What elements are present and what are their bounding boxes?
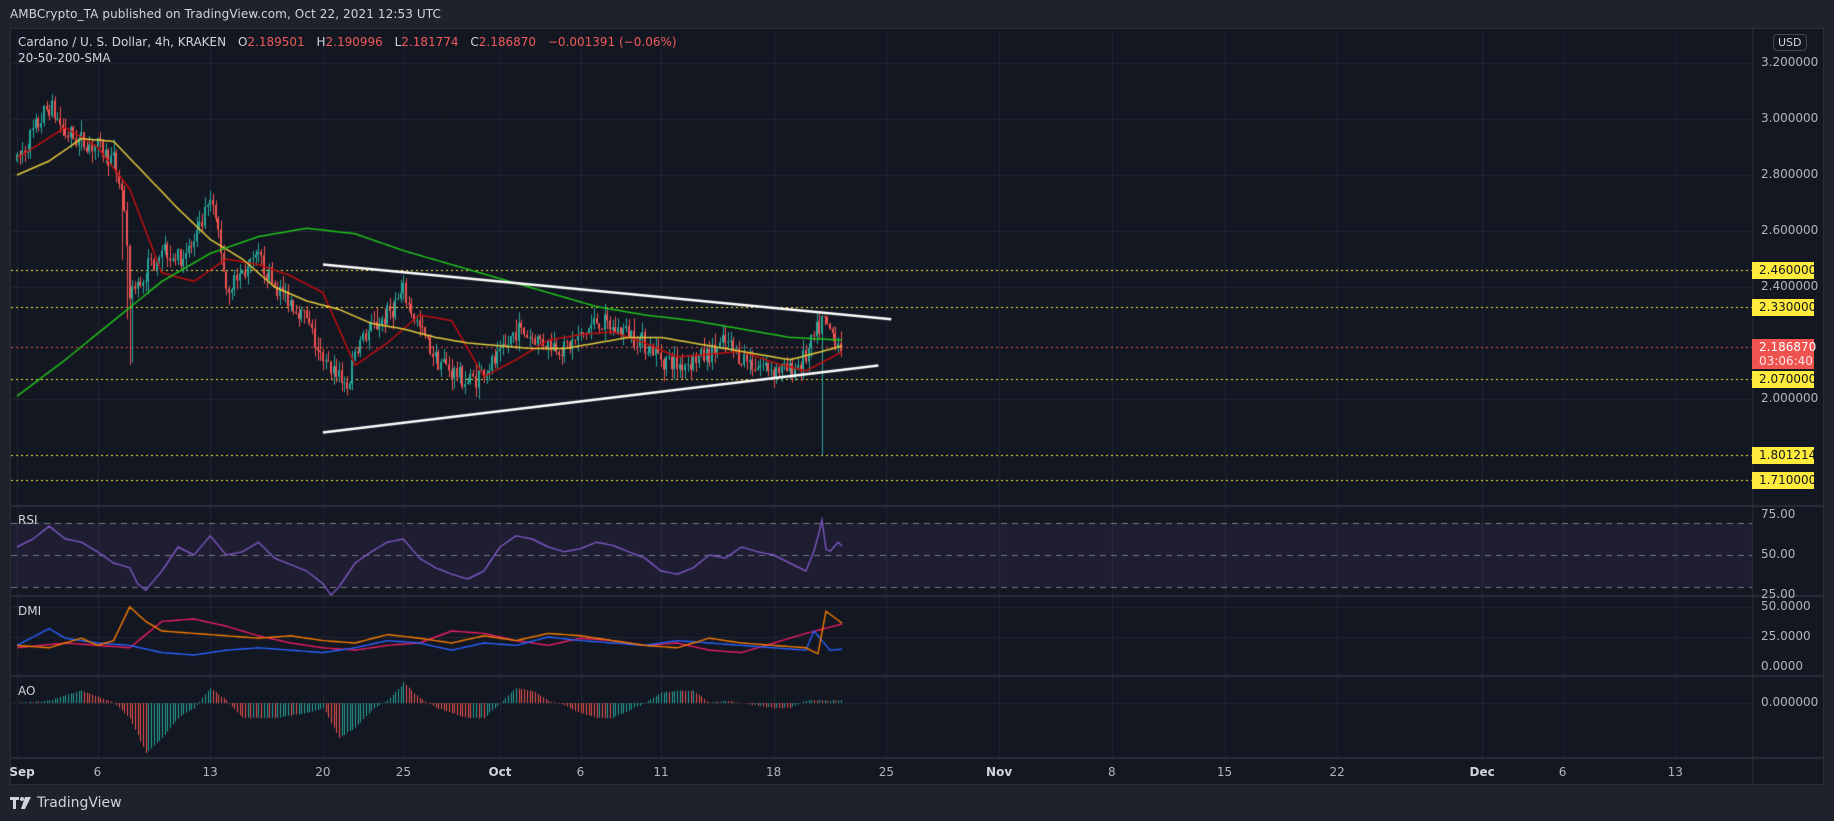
time-tick: 13 [202,765,218,779]
dmi-tick: 50.0000 [1761,599,1811,613]
symbol-legend[interactable]: Cardano / U. S. Dollar, 4h, KRAKEN O2.18… [18,35,677,49]
dmi-tick: 0.0000 [1761,659,1803,673]
time-tick: 18 [766,765,782,779]
price-tick: 2.000000 [1761,391,1819,405]
price-tick: 2.800000 [1761,167,1819,181]
rsi-label[interactable]: RSI [18,513,38,527]
symbol-title: Cardano / U. S. Dollar, 4h, KRAKEN [18,35,227,49]
low-value: 2.181774 [401,35,459,49]
ao-tick: 0.000000 [1761,695,1819,709]
level-badge: 1.710000 [1752,472,1816,490]
time-tick: 6 [1558,765,1567,779]
price-tick: 3.000000 [1761,111,1819,125]
ao-label[interactable]: AO [18,684,36,698]
time-tick: 20 [315,765,331,779]
time-tick: 22 [1329,765,1345,779]
level-badge: 2.330000 [1752,298,1816,316]
low-label: L [394,35,402,49]
time-tick: 8 [1107,765,1116,779]
rsi-tick: 75.00 [1761,507,1796,521]
time-tick: Oct [488,765,512,779]
high-label: H [316,35,326,49]
rsi-tick: 25.00 [1761,587,1796,601]
close-label: C [470,35,479,49]
time-tick: Dec [1469,765,1495,779]
dmi-label[interactable]: DMI [18,604,42,618]
level-badge: 1.801214 [1752,446,1816,464]
rsi-tick: 50.00 [1761,547,1796,561]
time-tick: Sep [9,765,35,779]
price-tick: 3.200000 [1761,55,1819,69]
time-tick: 25 [878,765,895,779]
time-tick: 6 [576,765,585,779]
time-tick: 15 [1216,765,1233,779]
time-tick: 13 [1667,765,1683,779]
level-badge: 2.070000 [1752,371,1816,389]
dmi-tick: 25.0000 [1761,629,1811,643]
last-price-badge: 2.186870 03:06:40 [1752,338,1816,369]
brand-name: TradingView [37,795,122,811]
price-tick: 2.400000 [1761,279,1819,293]
change-value: −0.001391 (−0.06%) [547,35,677,49]
time-tick: 11 [653,765,669,779]
level-badge: 2.460000 [1752,262,1816,280]
high-value: 2.190996 [325,35,383,49]
currency-button[interactable]: USD [1773,34,1807,51]
open-label: O [237,35,248,49]
time-tick: 25 [395,765,412,779]
price-tick: 2.600000 [1761,223,1819,237]
close-value: 2.186870 [478,35,537,49]
sma-indicator-label[interactable]: 20-50-200-SMA [18,51,111,65]
time-tick: Nov [986,765,1013,779]
open-value: 2.189501 [247,35,305,49]
tradingview-logo-icon [10,797,32,809]
footer-brand: TradingView [10,795,122,811]
time-tick: 6 [93,765,102,779]
